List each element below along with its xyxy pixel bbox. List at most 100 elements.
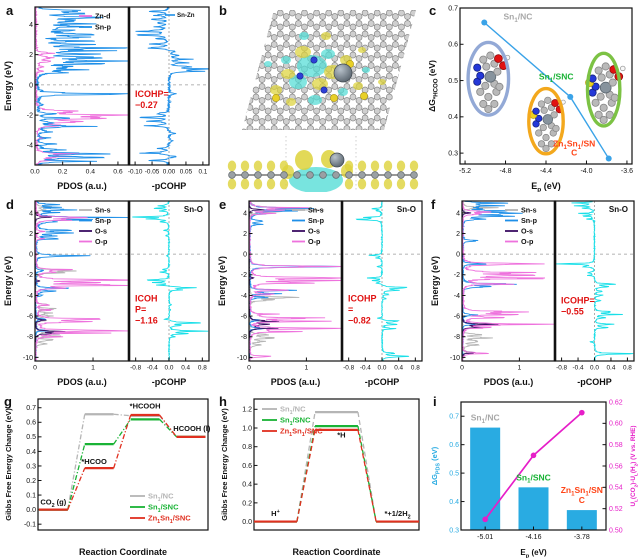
- isosurface-blob: [281, 69, 295, 79]
- panel-g-chart: -0.1 0.0 0.1 0.2 0.3 0.4 0.5 0.6 0.7 CO2​ (g) *HCO…: [4, 398, 211, 557]
- x-tick: 0.4: [181, 365, 190, 372]
- x-tick: 0.2: [58, 169, 68, 176]
- bar-label: C: [579, 495, 585, 505]
- y-tick: 0.3: [448, 151, 458, 158]
- x-tick: -5.2: [459, 168, 471, 175]
- x-tick: 0.4: [607, 365, 616, 372]
- y-tick: 0.6: [448, 42, 458, 49]
- y-tick: -0.1: [24, 522, 36, 529]
- x-tick: 0: [460, 365, 464, 372]
- isosurface-blob: [297, 55, 327, 77]
- level-connector: [67, 414, 86, 510]
- y-tick: 0.7: [26, 405, 36, 412]
- panel-a: 4 2 0 -2 -4 0.0 0.2 0.4 0.6 -0.10 -0.05 0.00 0.05 0.1…: [2, 2, 213, 192]
- y-tick: -2: [241, 272, 247, 279]
- x-tick: 0.8: [623, 365, 632, 372]
- isosurface-blob: [289, 75, 307, 89]
- y-tick: -8: [27, 334, 33, 341]
- state-label: *H: [337, 430, 345, 439]
- panel-b-structure: [227, 10, 419, 192]
- pdos-curve-O-p: [249, 201, 342, 361]
- y-axis-label: Energy (eV): [3, 61, 13, 111]
- cohp-curve-Sn-O: [132, 201, 209, 361]
- icohp-value: P=: [135, 305, 146, 315]
- highlight-ellipse: [527, 86, 565, 156]
- data-point: [567, 93, 574, 100]
- sulfur-atom: [330, 94, 338, 102]
- sulfur-atom: [272, 94, 280, 102]
- bar-label: Zn1​Sn1​/SN: [561, 485, 603, 497]
- legend-label: Sn1​/NC: [148, 491, 174, 502]
- right-y-axis-label: UL​(CO2​)-UL​(H2​) (V vs. RHE): [630, 425, 638, 506]
- right-y-tick: 0.52: [609, 506, 623, 513]
- legend-label: Sn-p: [521, 216, 538, 225]
- cohp-x-label: -pCOHP: [152, 181, 187, 191]
- icohp-value: ICOH: [135, 294, 158, 304]
- y-tick: 2: [29, 231, 33, 238]
- panel-h: 0.0 0.2 0.4 0.6 0.8 1.0 1.2 H+​ *H *+1/2H2​ Sn1​/N…: [218, 394, 425, 558]
- y-tick: 0.2: [26, 478, 36, 485]
- y-axis-label: Gibbs Free Energy Change (eV): [4, 408, 13, 521]
- legend-label: O-s: [521, 226, 533, 235]
- y-tick: 2: [243, 231, 247, 238]
- panel-a-label: a: [6, 3, 14, 18]
- isosurface-blob: [299, 32, 309, 40]
- pdos-curve-O-s: [249, 201, 280, 361]
- bar-label: Sn1​/NC: [471, 413, 500, 425]
- molecule-inset: [529, 96, 566, 153]
- pdos-curve-Sn-s: [462, 201, 499, 361]
- panel-i-label: i: [433, 394, 437, 409]
- x-tick: -4.0: [580, 168, 592, 175]
- sulfur-atom: [360, 92, 368, 100]
- cohp-x-label: -pCOHP: [577, 377, 612, 387]
- y-tick: -6: [27, 313, 33, 320]
- y-tick: 0.1: [26, 492, 36, 499]
- level-connector: [159, 414, 178, 438]
- y-tick: -10: [237, 355, 247, 362]
- isosurface-blob: [264, 61, 272, 67]
- x-tick: 0.6: [113, 169, 123, 176]
- nitrogen-atom: [310, 56, 318, 64]
- x-tick: 0.0: [378, 365, 387, 372]
- legend-label: Sn-s: [308, 205, 324, 214]
- isosurface-blob: [286, 98, 296, 106]
- x-tick: 0.0: [590, 365, 599, 372]
- legend-label: O-p: [308, 237, 321, 246]
- icohp-value: −0.55: [561, 307, 584, 317]
- data-point: [605, 155, 612, 162]
- isosurface-blob: [281, 56, 291, 64]
- y-tick: -4: [27, 293, 33, 300]
- y-tick: 0.4: [26, 449, 36, 456]
- y-tick: -2: [27, 113, 33, 120]
- cohp-curve-Sn-Zn: [135, 7, 209, 165]
- x-tick: -3.6: [621, 168, 633, 175]
- x-axis-label: Reaction Coordinate: [79, 547, 167, 557]
- panel-c-chart: Sn1​/NC Sn1​/SNC Zn1​Sn1​/SNC -5.2 -4.8 -4.4 -…: [427, 5, 633, 192]
- cohp-x-label: -pCOHP: [152, 377, 187, 387]
- y-tick: 0: [456, 252, 460, 259]
- panel-b-label: b: [219, 3, 227, 18]
- isosurface-blob: [289, 167, 343, 192]
- x-tick: -4.8: [499, 168, 511, 175]
- x-tick: -0.8: [343, 365, 354, 372]
- y-tick: 4: [456, 210, 460, 217]
- y-tick: 0.7: [448, 5, 458, 12]
- panel-g-label: g: [4, 394, 12, 409]
- left-y-tick: 0.5: [449, 471, 459, 478]
- legend-label: Zn1​Sn1​/SNC: [148, 513, 191, 524]
- right-y-tick: 0.60: [609, 421, 623, 428]
- panel-i: Sn1​/NCSn1​/SNCZn1​Sn1​/SNC0.30.40.50.60…: [429, 394, 638, 558]
- isosurface-blob: [321, 32, 331, 40]
- pdos-x-label: PDOS (a.u.): [57, 377, 107, 387]
- y-tick: 1.2: [242, 407, 252, 414]
- x-tick: 0.4: [86, 169, 96, 176]
- y-tick: -4: [454, 293, 460, 300]
- y-tick: -10: [450, 355, 460, 362]
- cohp-x-label: -pCOHP: [365, 377, 400, 387]
- panel-a-chart: 4 2 0 -2 -4 0.0 0.2 0.4 0.6 -0.10 -0.05 0.00 0.05 0.1…: [3, 6, 210, 191]
- line-marker: [579, 409, 585, 416]
- y-tick: -6: [454, 313, 460, 320]
- pdos-x-label: PDOS (a.u.): [271, 377, 321, 387]
- x-tick: 0: [33, 365, 37, 372]
- x-tick: 0.0: [30, 169, 40, 176]
